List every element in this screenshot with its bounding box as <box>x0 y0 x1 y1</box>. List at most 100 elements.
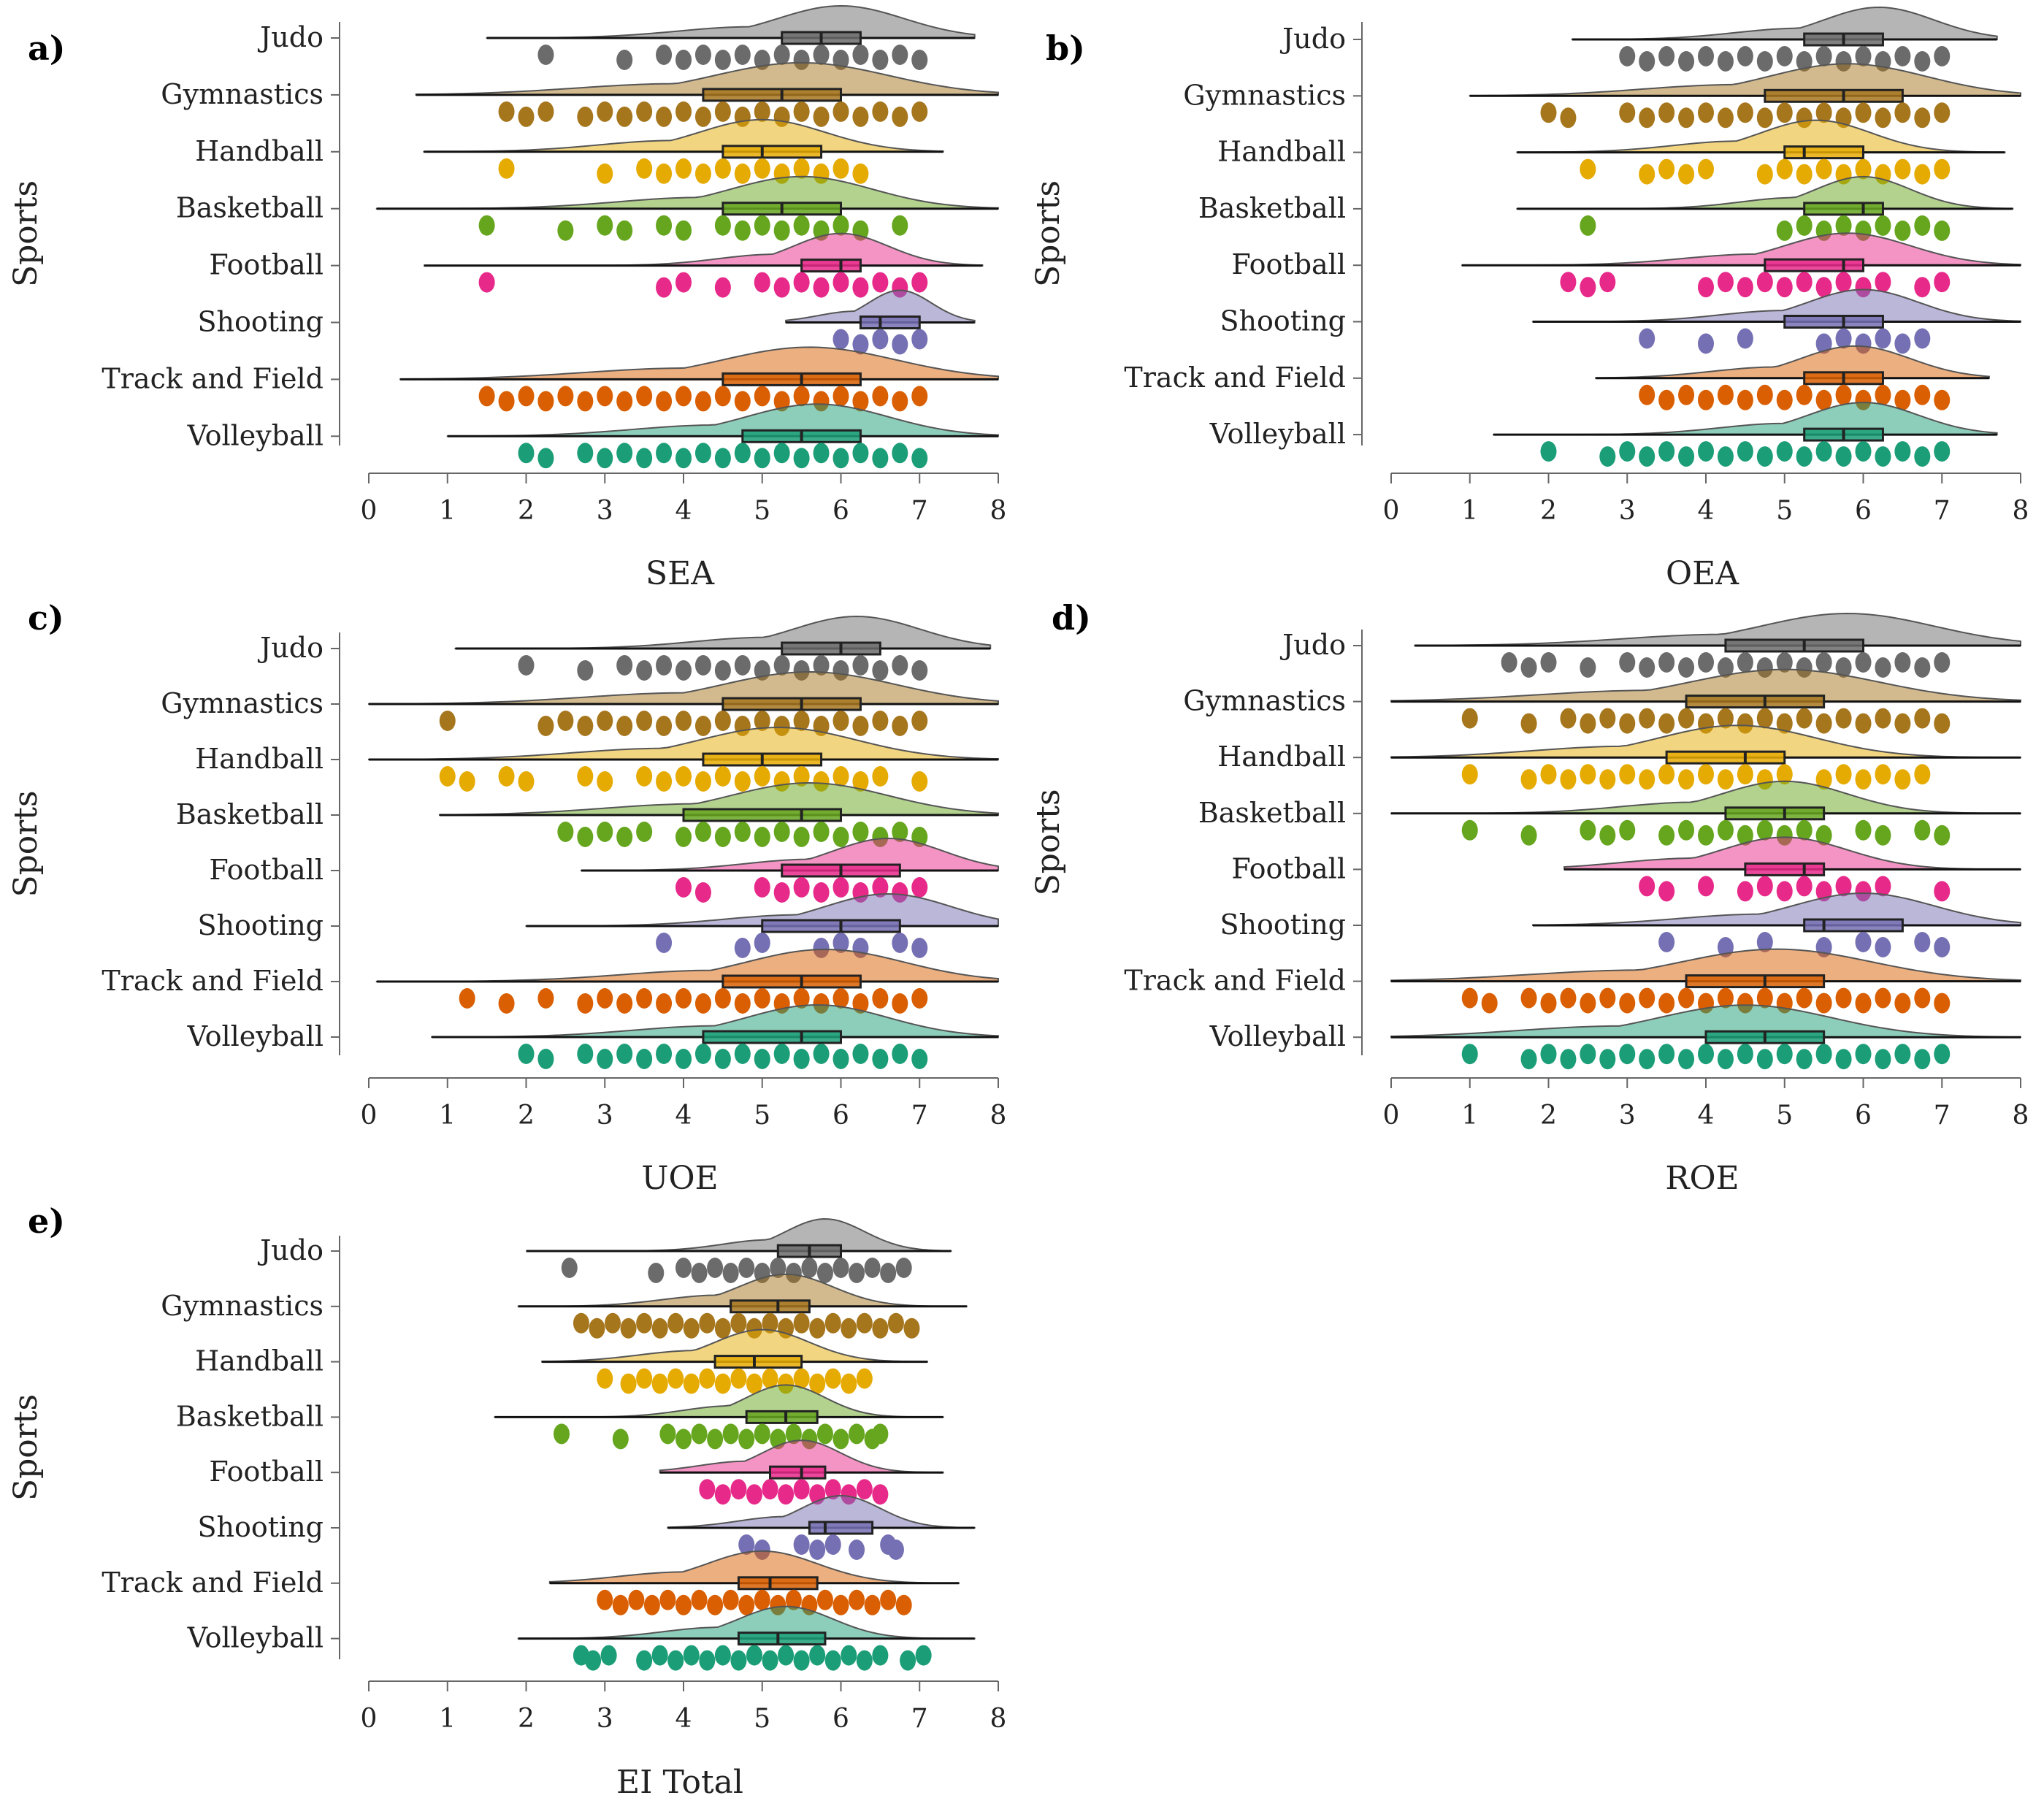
box-track-and-field <box>737 1576 819 1591</box>
point-handball <box>1875 764 1891 785</box>
category-label: Track and Field <box>102 965 324 997</box>
point-judo <box>707 1258 724 1278</box>
point-judo <box>1540 652 1557 673</box>
point-track-and-field <box>864 1594 881 1615</box>
point-handball <box>1678 769 1695 790</box>
point-judo <box>849 1263 865 1283</box>
point-basketball <box>793 215 810 236</box>
point-basketball <box>1914 215 1931 236</box>
point-basketball <box>754 827 770 847</box>
category-label: Judo <box>257 1234 324 1266</box>
point-judo <box>1835 657 1852 678</box>
point-gymnastics <box>809 1317 826 1339</box>
point-shooting <box>1639 328 1656 349</box>
point-volleyball <box>841 1645 857 1666</box>
point-handball <box>911 771 928 792</box>
point-gymnastics <box>1815 102 1832 123</box>
category-label: Volleyball <box>187 1020 324 1052</box>
point-track-and-field <box>1619 993 1636 1014</box>
point-football <box>1875 876 1891 897</box>
point-gymnastics <box>1619 102 1636 123</box>
point-judo <box>636 660 653 681</box>
point-gymnastics <box>557 711 574 731</box>
point-track-and-field <box>1776 389 1793 410</box>
point-track-and-field <box>498 993 515 1014</box>
point-volleyball <box>778 1645 795 1666</box>
point-volleyball <box>714 1645 731 1666</box>
point-basketball <box>1875 215 1891 236</box>
point-track-and-field <box>793 988 810 1009</box>
point-handball <box>518 771 535 792</box>
point-volleyball <box>892 1044 908 1064</box>
point-judo <box>1619 652 1636 673</box>
point-judo <box>864 1258 881 1278</box>
point-volleyball <box>1619 1044 1636 1065</box>
point-shooting <box>852 334 869 355</box>
point-track-and-field <box>577 993 594 1014</box>
row-judo: Judo <box>1279 613 2021 678</box>
point-handball <box>793 158 810 179</box>
density-basketball <box>438 781 999 816</box>
point-judo <box>911 50 928 70</box>
point-basketball <box>1776 220 1793 241</box>
point-handball <box>1658 764 1675 785</box>
point-track-and-field <box>597 386 613 407</box>
point-football <box>1835 876 1852 897</box>
box-football <box>800 259 862 273</box>
point-football <box>714 277 731 298</box>
point-football <box>675 877 692 898</box>
point-gymnastics <box>793 711 810 731</box>
category-label: Track and Field <box>1124 965 1346 997</box>
point-basketball <box>1580 819 1596 841</box>
point-judo <box>1855 652 1872 673</box>
point-track-and-field <box>880 1589 897 1610</box>
point-judo <box>892 45 908 65</box>
point-volleyball <box>852 443 869 464</box>
point-volleyball <box>1619 441 1636 462</box>
point-volleyball <box>616 443 633 464</box>
point-volleyball <box>832 448 849 469</box>
x-tick-label: 0 <box>361 1101 378 1131</box>
point-volleyball <box>1698 441 1714 462</box>
point-track-and-field <box>597 1589 613 1610</box>
point-gymnastics <box>1894 713 1911 734</box>
density-gymnastics <box>415 61 999 96</box>
point-judo <box>911 660 928 681</box>
box-volleyball <box>702 1030 842 1044</box>
point-shooting <box>887 1540 904 1560</box>
point-basketball <box>1461 819 1478 841</box>
point-basketball <box>656 215 673 236</box>
category-label: Gymnastics <box>1183 685 1346 717</box>
point-volleyball <box>1580 1044 1596 1065</box>
point-handball <box>439 766 456 787</box>
point-football <box>852 277 869 298</box>
category-label: Gymnastics <box>161 687 324 719</box>
row-football: Football <box>1231 836 2021 902</box>
point-track-and-field <box>872 988 889 1009</box>
point-handball <box>597 1368 613 1389</box>
point-football <box>1560 272 1577 293</box>
point-football <box>872 877 889 898</box>
box-handball <box>721 145 823 159</box>
point-volleyball <box>1540 441 1557 462</box>
point-gymnastics <box>832 711 849 731</box>
point-gymnastics <box>714 1317 731 1339</box>
point-football <box>1756 876 1773 897</box>
category-label: Shooting <box>1220 305 1346 337</box>
point-track-and-field <box>656 993 673 1014</box>
point-judo <box>694 655 711 676</box>
point-track-and-field <box>785 1589 802 1610</box>
point-volleyball <box>1815 1044 1832 1065</box>
point-gymnastics <box>656 716 673 736</box>
x-tick-label: 1 <box>1461 496 1478 526</box>
point-volleyball <box>600 1645 617 1666</box>
point-football <box>754 272 770 293</box>
x-tick-label: 4 <box>1698 496 1715 526</box>
point-gymnastics <box>699 1312 716 1334</box>
point-volleyball <box>793 448 810 469</box>
point-handball <box>1756 164 1773 185</box>
x-tick-label: 5 <box>754 1101 770 1131</box>
point-track-and-field <box>597 988 613 1009</box>
point-gymnastics <box>656 106 673 127</box>
point-football <box>778 1484 795 1505</box>
